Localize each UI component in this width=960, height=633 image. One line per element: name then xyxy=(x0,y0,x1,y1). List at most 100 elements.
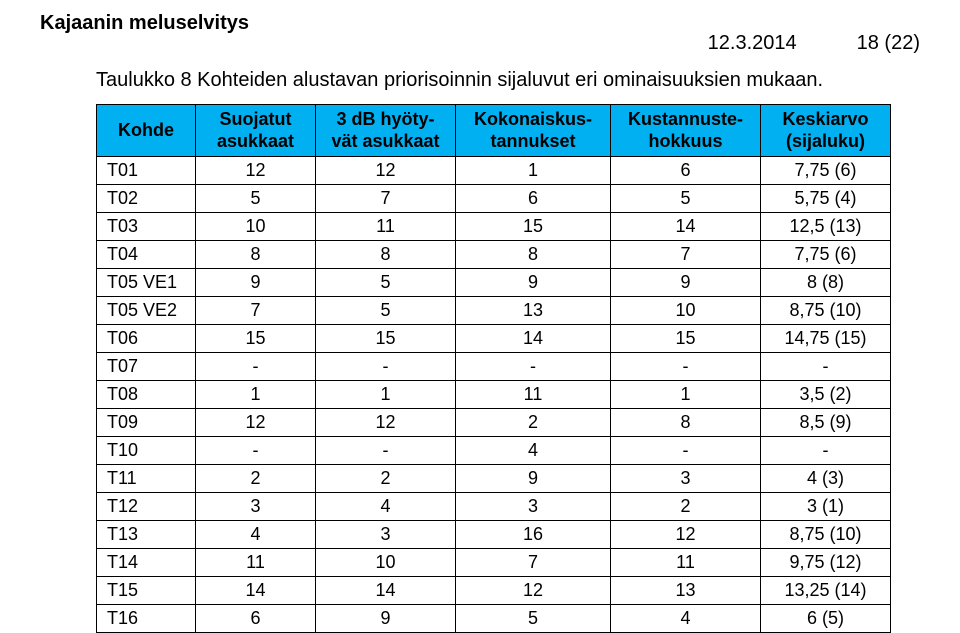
table-cell: 1 xyxy=(316,381,456,409)
table-cell: 8,75 (10) xyxy=(761,297,891,325)
table-cell: 6 xyxy=(196,605,316,633)
row-label-cell: T05 VE1 xyxy=(97,269,196,297)
table-cell: 14 xyxy=(611,213,761,241)
row-label-cell: T01 xyxy=(97,157,196,185)
table-cell: - xyxy=(196,353,316,381)
table-row: T05 VE195998 (8) xyxy=(97,269,891,297)
table-cell: 11 xyxy=(456,381,611,409)
row-label-cell: T12 xyxy=(97,493,196,521)
page-indicator: 18 (22) xyxy=(857,32,920,55)
table-row: T011212167,75 (6) xyxy=(97,157,891,185)
row-label-cell: T10 xyxy=(97,437,196,465)
row-label-cell: T07 xyxy=(97,353,196,381)
table-cell: 7 xyxy=(611,241,761,269)
table-cell: 12 xyxy=(196,409,316,437)
table-cell: 4 (3) xyxy=(761,465,891,493)
table-cell: 13,25 (14) xyxy=(761,577,891,605)
table-cell: 6 xyxy=(456,185,611,213)
table-cell: 13 xyxy=(611,577,761,605)
table-header-cell: Suojatutasukkaat xyxy=(196,105,316,157)
table-cell: 12 xyxy=(316,409,456,437)
table-cell: - xyxy=(316,353,456,381)
table-cell: 9,75 (12) xyxy=(761,549,891,577)
table-cell: 2 xyxy=(316,465,456,493)
table-cell: 11 xyxy=(611,549,761,577)
table-cell: - xyxy=(611,353,761,381)
row-label-cell: T06 xyxy=(97,325,196,353)
table-row: T1411107119,75 (12) xyxy=(97,549,891,577)
table-cell: - xyxy=(611,437,761,465)
table-cell: 3 xyxy=(456,493,611,521)
table-row: T031011151412,5 (13) xyxy=(97,213,891,241)
table-cell: 12 xyxy=(196,157,316,185)
table-cell: 7 xyxy=(316,185,456,213)
table-cell: 7 xyxy=(196,297,316,325)
table-row: T091212288,5 (9) xyxy=(97,409,891,437)
table-cell: 12 xyxy=(456,577,611,605)
table-cell: 8 xyxy=(611,409,761,437)
table-caption: Taulukko 8 Kohteiden alustavan priorisoi… xyxy=(96,69,920,92)
table-row: T134316128,75 (10) xyxy=(97,521,891,549)
table-cell: 6 (5) xyxy=(761,605,891,633)
table-cell: 10 xyxy=(196,213,316,241)
table-row: T05 VE27513108,75 (10) xyxy=(97,297,891,325)
table-cell: 13 xyxy=(456,297,611,325)
table-header-cell: Keskiarvo(sijaluku) xyxy=(761,105,891,157)
table-row: T07----- xyxy=(97,353,891,381)
table-row: T061515141514,75 (15) xyxy=(97,325,891,353)
table-cell: 5 xyxy=(316,297,456,325)
table-cell: 12,5 (13) xyxy=(761,213,891,241)
row-label-cell: T16 xyxy=(97,605,196,633)
table-cell: 3 (1) xyxy=(761,493,891,521)
table-cell: 7,75 (6) xyxy=(761,157,891,185)
table-row: T0257655,75 (4) xyxy=(97,185,891,213)
table-cell: 3 xyxy=(316,521,456,549)
row-label-cell: T14 xyxy=(97,549,196,577)
table-header-cell: 3 dB hyöty-vät asukkaat xyxy=(316,105,456,157)
table-row: T1234323 (1) xyxy=(97,493,891,521)
table-cell: 14 xyxy=(456,325,611,353)
table-cell: 11 xyxy=(316,213,456,241)
table-cell: 1 xyxy=(196,381,316,409)
row-label-cell: T03 xyxy=(97,213,196,241)
table-header-row: KohdeSuojatutasukkaat3 dB hyöty-vät asuk… xyxy=(97,105,891,157)
table-row: T10--4-- xyxy=(97,437,891,465)
table-cell: 5 xyxy=(316,269,456,297)
table-cell: 5,75 (4) xyxy=(761,185,891,213)
table-cell: 8,75 (10) xyxy=(761,521,891,549)
table-cell: 8 xyxy=(196,241,316,269)
table-cell: 9 xyxy=(611,269,761,297)
table-row: T1669546 (5) xyxy=(97,605,891,633)
priority-table: KohdeSuojatutasukkaat3 dB hyöty-vät asuk… xyxy=(96,104,891,633)
table-cell: 11 xyxy=(196,549,316,577)
table-header-cell: Kohde xyxy=(97,105,196,157)
table-body: T011212167,75 (6)T0257655,75 (4)T0310111… xyxy=(97,157,891,633)
row-label-cell: T09 xyxy=(97,409,196,437)
table-cell: 3,5 (2) xyxy=(761,381,891,409)
row-label-cell: T04 xyxy=(97,241,196,269)
table-cell: 5 xyxy=(456,605,611,633)
table-cell: 4 xyxy=(196,521,316,549)
table-cell: 8 xyxy=(456,241,611,269)
row-label-cell: T08 xyxy=(97,381,196,409)
table-cell: 4 xyxy=(611,605,761,633)
table-header-cell: Kokonaiskus-tannukset xyxy=(456,105,611,157)
table-cell: 16 xyxy=(456,521,611,549)
table-cell: 4 xyxy=(456,437,611,465)
table-cell: 12 xyxy=(316,157,456,185)
table-cell: - xyxy=(761,437,891,465)
table-cell: 4 xyxy=(316,493,456,521)
table-cell: 15 xyxy=(196,325,316,353)
table-cell: 15 xyxy=(456,213,611,241)
table-cell: - xyxy=(761,353,891,381)
table-cell: 1 xyxy=(456,157,611,185)
table-cell: 8,5 (9) xyxy=(761,409,891,437)
table-cell: 15 xyxy=(611,325,761,353)
table-cell: 9 xyxy=(456,465,611,493)
table-cell: 7 xyxy=(456,549,611,577)
table-cell: 10 xyxy=(611,297,761,325)
table-cell: 15 xyxy=(316,325,456,353)
document-title: Kajaanin meluselvitys xyxy=(40,12,249,35)
table-cell: 10 xyxy=(316,549,456,577)
row-label-cell: T02 xyxy=(97,185,196,213)
